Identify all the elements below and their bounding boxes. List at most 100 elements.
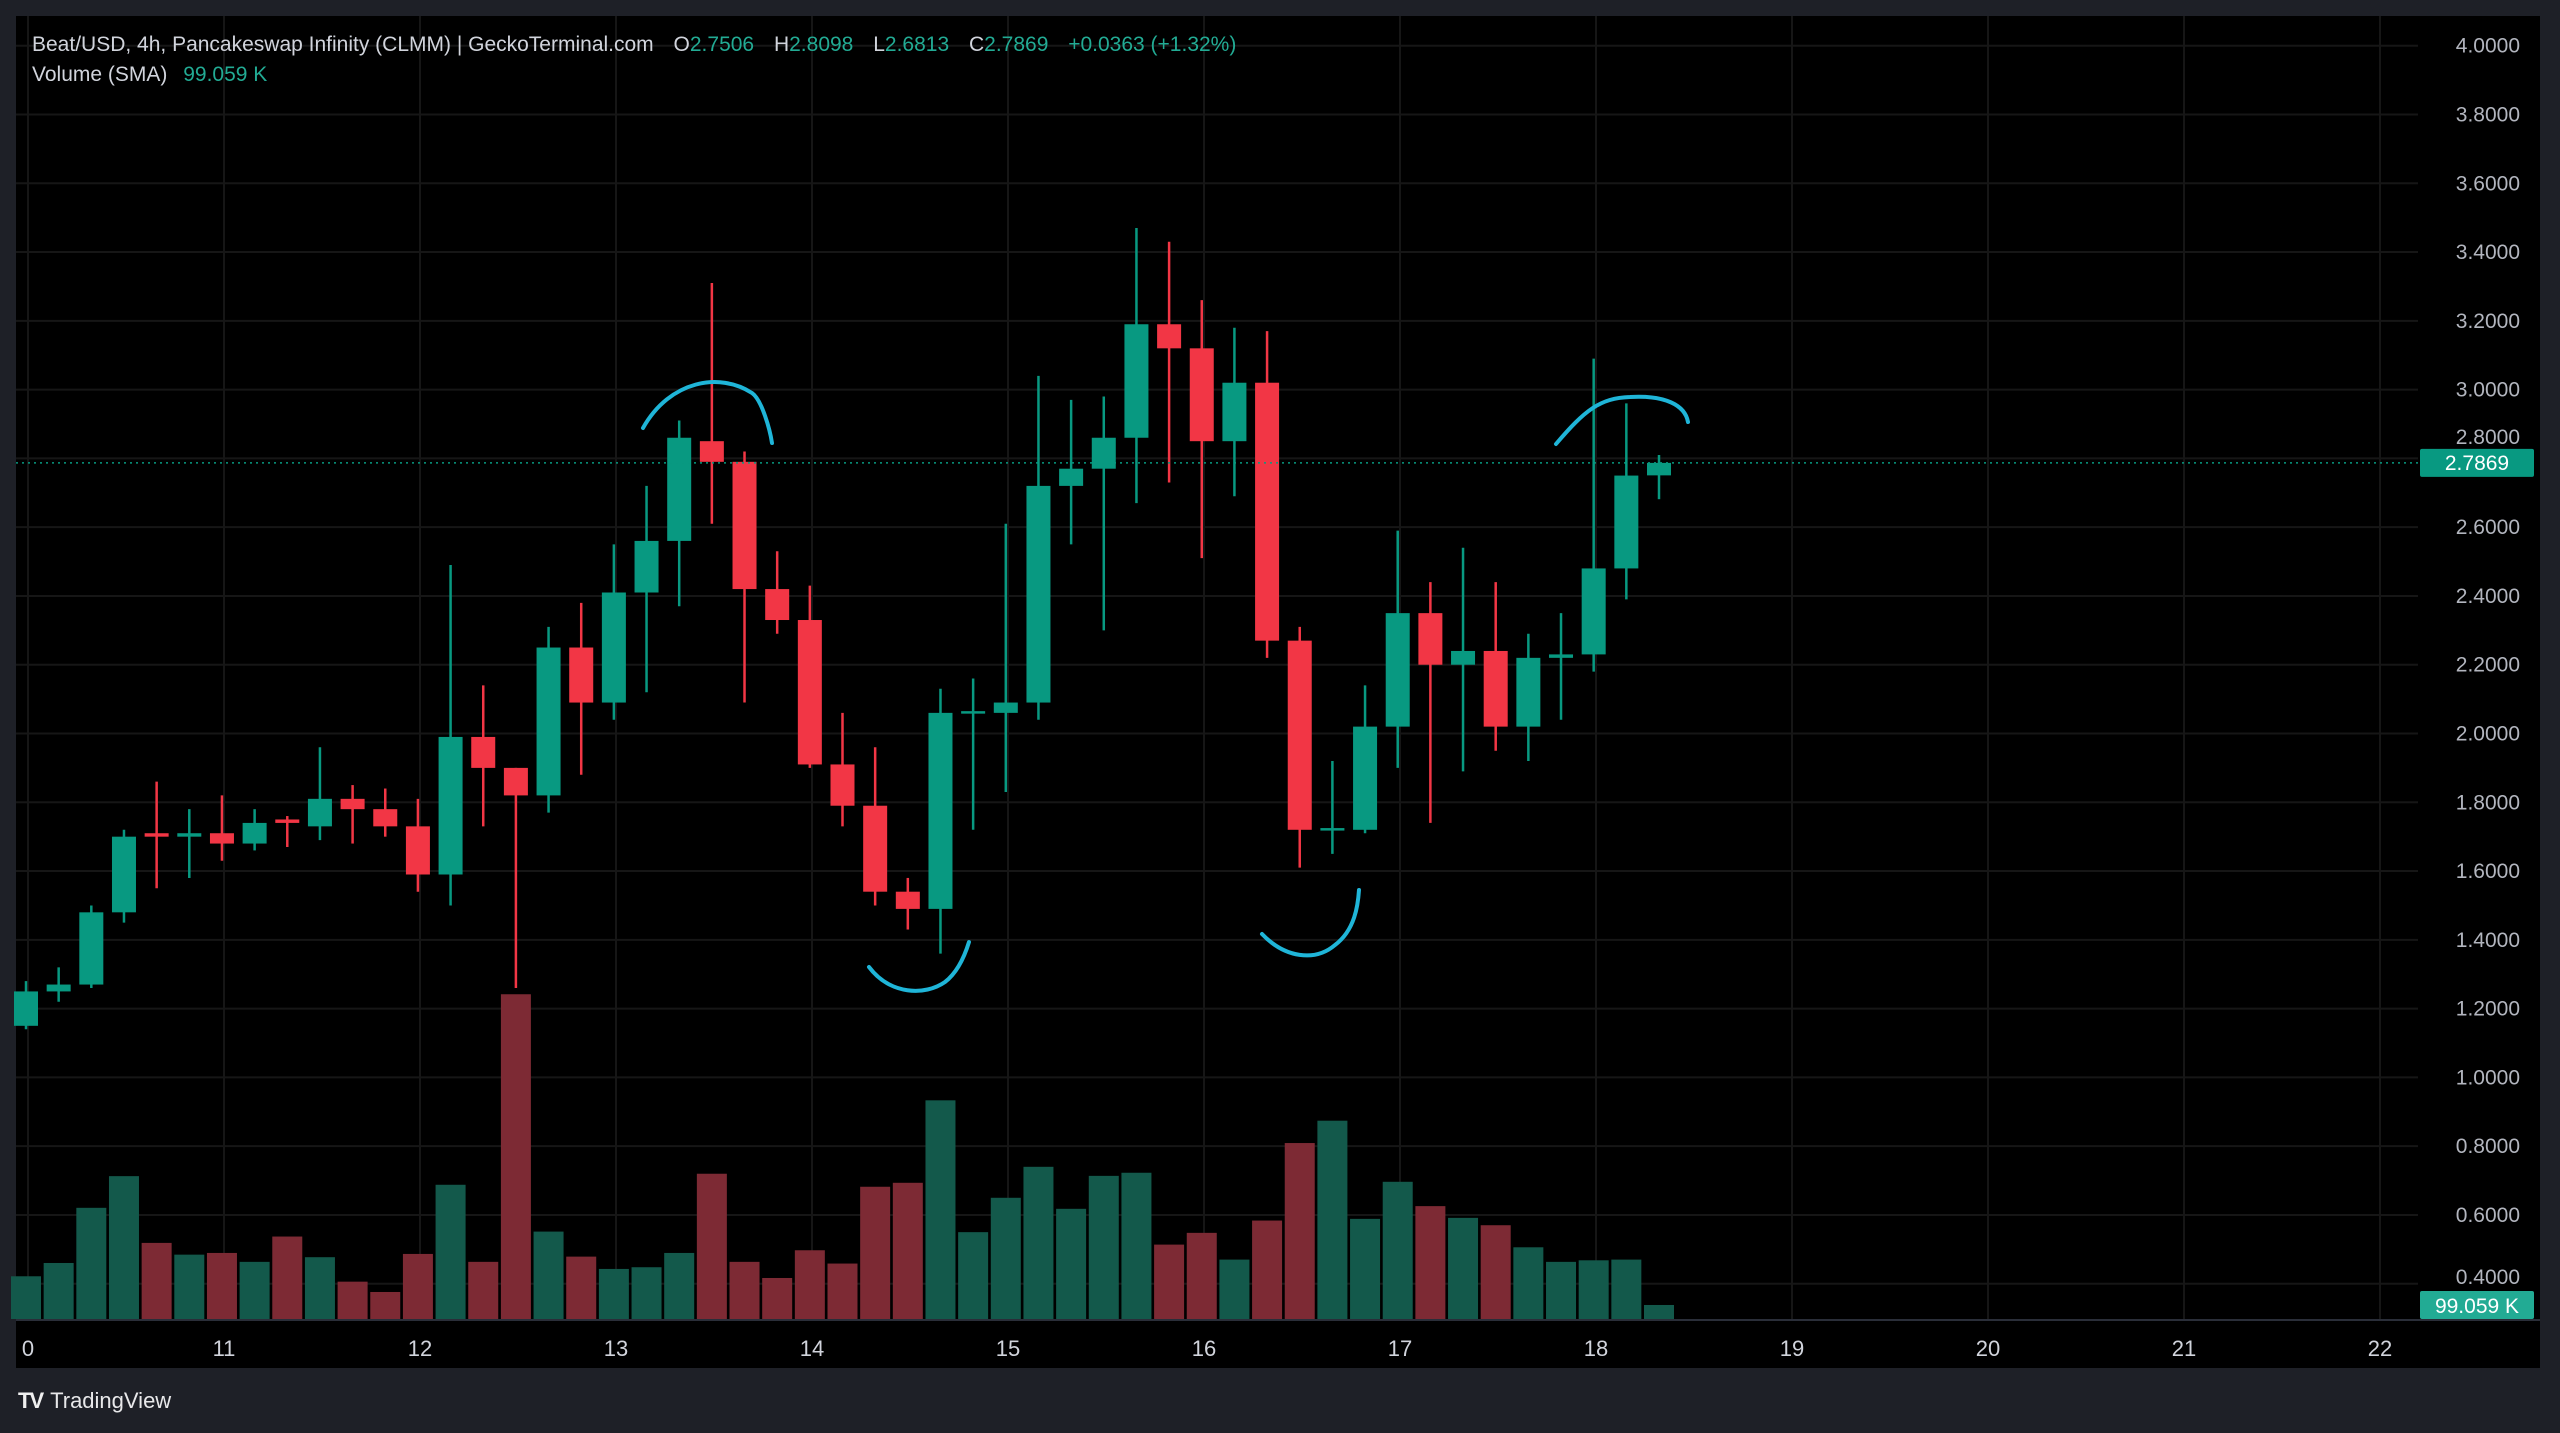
volume-bar [1186,1232,1217,1319]
annotation-arc-bottom-1 [867,940,971,993]
candle[interactable] [1026,375,1051,720]
volume-bar [1382,1181,1413,1319]
volume-bar [500,994,531,1319]
candle[interactable] [1320,761,1345,854]
candle-body [1418,613,1443,665]
candle[interactable] [765,551,790,634]
candle[interactable] [1353,685,1378,834]
volume-bar [304,1257,335,1319]
candle[interactable] [1255,331,1280,658]
candle[interactable] [993,523,1018,792]
price-tick-label: 4.0000 [2456,35,2520,58]
candle[interactable] [1549,613,1574,720]
candle[interactable] [1614,403,1639,600]
candle-body [1614,475,1639,569]
price-tick-label: 2.4000 [2456,585,2520,608]
candle-body [340,798,365,810]
candle[interactable] [1451,547,1476,772]
volume-bar [533,1231,564,1319]
candle[interactable] [928,688,953,954]
candle[interactable] [961,678,986,830]
volume-bar [892,1182,923,1319]
candle-body [144,833,169,837]
candle-body [1189,348,1214,442]
candle-body [1287,640,1312,830]
candle-body [895,891,920,909]
candle[interactable] [209,795,234,861]
candle[interactable] [1385,530,1410,768]
candle[interactable] [1483,582,1508,751]
candle[interactable] [340,785,365,844]
candle[interactable] [863,747,888,906]
candle-body [1255,382,1280,641]
candle[interactable] [732,451,757,703]
candle[interactable] [1157,241,1182,483]
candle[interactable] [895,877,920,930]
candle[interactable] [1124,227,1149,504]
candle[interactable] [111,829,136,923]
volume-bar [925,1100,956,1319]
candle-body [1549,654,1574,658]
volume-bar [696,1173,727,1319]
candle[interactable] [1059,399,1084,545]
candle[interactable] [667,420,692,607]
candle[interactable] [1222,327,1247,497]
candle[interactable] [1581,358,1606,672]
candle[interactable] [1647,455,1671,500]
volume-bar [729,1261,760,1319]
candle[interactable] [79,905,104,988]
candle-body [993,702,1018,713]
candle[interactable] [601,544,626,720]
candle[interactable] [307,747,332,841]
volume-bar [958,1232,989,1319]
candle[interactable] [699,282,724,524]
candle[interactable] [242,809,267,851]
candle-body [79,912,104,985]
price-tick-label: 1.4000 [2456,929,2520,952]
volume-bar [1546,1261,1577,1319]
candle[interactable] [634,485,659,693]
candle-body [928,712,953,909]
candle[interactable] [830,712,855,827]
candle[interactable] [46,967,71,1002]
candle-body [1320,828,1345,831]
candle[interactable] [1516,633,1541,762]
candle[interactable] [438,564,463,906]
tradingview-logo-icon[interactable]: TV [18,1388,44,1413]
volume-bar [631,1267,662,1319]
low-label: L [873,33,885,56]
candle[interactable] [177,809,202,878]
time-tick-label: 12 [408,1336,432,1361]
current-price-text: 2.7869 [2445,452,2509,475]
candle[interactable] [1287,626,1312,868]
candle[interactable] [471,685,496,827]
candle-body [1483,650,1508,727]
candle[interactable] [1418,582,1443,823]
candle[interactable] [14,981,38,1030]
candle[interactable] [797,585,822,768]
volume-bar [1611,1259,1642,1319]
candle[interactable] [144,781,169,889]
volume-value: 99.059 K [183,63,268,86]
candle[interactable] [275,816,300,847]
symbol-legend[interactable]: Beat/USD, 4h, Pancakeswap Infinity (CLMM… [32,33,1236,57]
candle[interactable] [536,626,561,813]
candle[interactable] [503,767,528,988]
chart-panel[interactable] [16,16,2540,1368]
brand-name[interactable]: TradingView [50,1388,172,1413]
annotation-arc-bottom-2 [1260,888,1361,958]
volume-legend[interactable]: Volume (SMA) 99.059 K [32,63,267,87]
candle-body [111,836,136,913]
candle[interactable] [1189,300,1214,559]
time-axis: 0 11 12 13 14 15 16 17 18 19 20 21 22 [22,1336,2392,1361]
time-tick-label: 22 [2368,1336,2392,1361]
price-axis: 4.0000 3.8000 3.6000 3.4000 3.2000 3.0000 2.80… [2456,35,2520,1289]
price-axis-bg[interactable] [2418,16,2540,1319]
candle[interactable] [569,602,594,775]
current-volume-text: 99.059 K [2435,1295,2519,1318]
candle[interactable] [405,798,430,892]
price-tick-label: 3.4000 [2456,241,2520,264]
candle[interactable] [373,788,398,837]
candle-body [14,991,38,1026]
